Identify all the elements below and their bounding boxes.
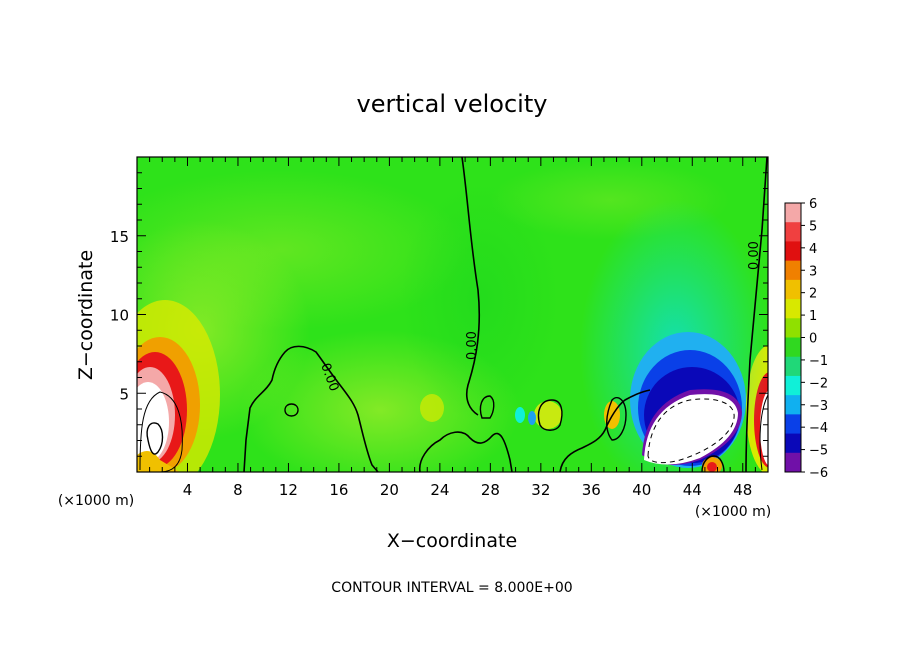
surface-feature bbox=[707, 462, 717, 472]
x-tick-label: 16 bbox=[329, 481, 348, 499]
y-tick-label: 10 bbox=[110, 307, 129, 325]
colorbar-swatch bbox=[785, 356, 801, 377]
colorbar-label: −1 bbox=[809, 354, 828, 369]
colorbar-swatch bbox=[785, 375, 801, 396]
y-axis-label: Z−coordinate bbox=[75, 250, 97, 380]
contour-label: 0.00 bbox=[465, 331, 480, 360]
x-axis-label: X−coordinate bbox=[387, 530, 517, 552]
colorbar-label: 3 bbox=[809, 264, 817, 279]
surface-feature bbox=[515, 407, 525, 423]
contour-line bbox=[284, 403, 299, 417]
colorbar-label: 0 bbox=[809, 332, 817, 347]
x-tick-label: 40 bbox=[632, 481, 651, 499]
x-tick-label: 20 bbox=[380, 481, 399, 499]
x-tick-label: 44 bbox=[683, 481, 702, 499]
colorbar-label: 5 bbox=[809, 219, 817, 234]
colorbar-label: 4 bbox=[809, 242, 817, 257]
colorbar-swatch bbox=[785, 395, 801, 415]
downdraft-core bbox=[644, 394, 738, 465]
contour-line bbox=[139, 391, 183, 472]
colorbar-swatch bbox=[785, 279, 801, 300]
contour-label: 0.00 bbox=[747, 241, 762, 270]
surface-feature bbox=[420, 394, 444, 422]
contour-line bbox=[461, 157, 481, 416]
x-tick-label: 48 bbox=[733, 481, 752, 499]
colorbar-swatch bbox=[785, 260, 801, 281]
colorbar-swatch bbox=[785, 433, 801, 454]
contour-line bbox=[243, 345, 379, 472]
x-tick-label: 36 bbox=[582, 481, 601, 499]
colorbar-swatch bbox=[785, 241, 801, 262]
colorbar-swatch bbox=[785, 222, 801, 242]
colorbar-label: 2 bbox=[809, 287, 817, 302]
contour-line bbox=[146, 422, 164, 455]
colorbar-label: −3 bbox=[809, 399, 828, 414]
colorbar-swatch bbox=[785, 203, 801, 223]
colorbar-label: 6 bbox=[809, 197, 817, 212]
y-tick-label: 5 bbox=[119, 385, 129, 403]
contour-line bbox=[701, 455, 725, 472]
chart-title: vertical velocity bbox=[357, 90, 548, 118]
velocity-field: 0.00 0.00 0.00 bbox=[137, 157, 768, 472]
contour-line bbox=[479, 395, 495, 419]
contour-interval-note: CONTOUR INTERVAL = 8.000E+00 bbox=[331, 580, 572, 596]
x-tick-label: 4 bbox=[183, 481, 193, 499]
contour-line bbox=[745, 157, 768, 472]
z-unit-label: (×1000 m) bbox=[58, 493, 134, 509]
colorbar-label: −2 bbox=[809, 376, 828, 391]
colorbar-label: −5 bbox=[809, 444, 828, 459]
x-unit-label: (×1000 m) bbox=[695, 504, 771, 520]
contour-line bbox=[759, 394, 768, 471]
surface-feature bbox=[528, 411, 536, 425]
x-tick-label: 24 bbox=[430, 481, 449, 499]
colorbar-swatch bbox=[785, 414, 801, 435]
surface-feature bbox=[534, 401, 562, 429]
contour-line bbox=[606, 397, 627, 441]
contour-line bbox=[537, 399, 563, 431]
colorbar-label: −4 bbox=[809, 421, 828, 436]
x-tick-label: 28 bbox=[481, 481, 500, 499]
contour-line bbox=[559, 389, 651, 472]
y-tick-label: 15 bbox=[110, 228, 129, 246]
colorbar-swatch bbox=[785, 318, 801, 338]
contour-line bbox=[418, 431, 513, 472]
colorbar-swatch bbox=[785, 337, 801, 358]
contour-line bbox=[647, 398, 735, 464]
colorbar: 6 5 4 3 2 1 0 −1 −2 −3 −4 −5 −6 bbox=[784, 197, 828, 481]
field-blob bbox=[400, 180, 560, 420]
updraft-core bbox=[137, 382, 169, 462]
updraft-base bbox=[137, 451, 180, 472]
x-tick-label: 32 bbox=[531, 481, 550, 499]
x-tick-label: 12 bbox=[279, 481, 298, 499]
colorbar-label: −6 bbox=[809, 466, 828, 481]
colorbar-label: 1 bbox=[809, 309, 817, 324]
colorbar-swatch bbox=[785, 299, 801, 319]
x-tick-label: 8 bbox=[233, 481, 243, 499]
colorbar-swatch bbox=[785, 452, 801, 473]
